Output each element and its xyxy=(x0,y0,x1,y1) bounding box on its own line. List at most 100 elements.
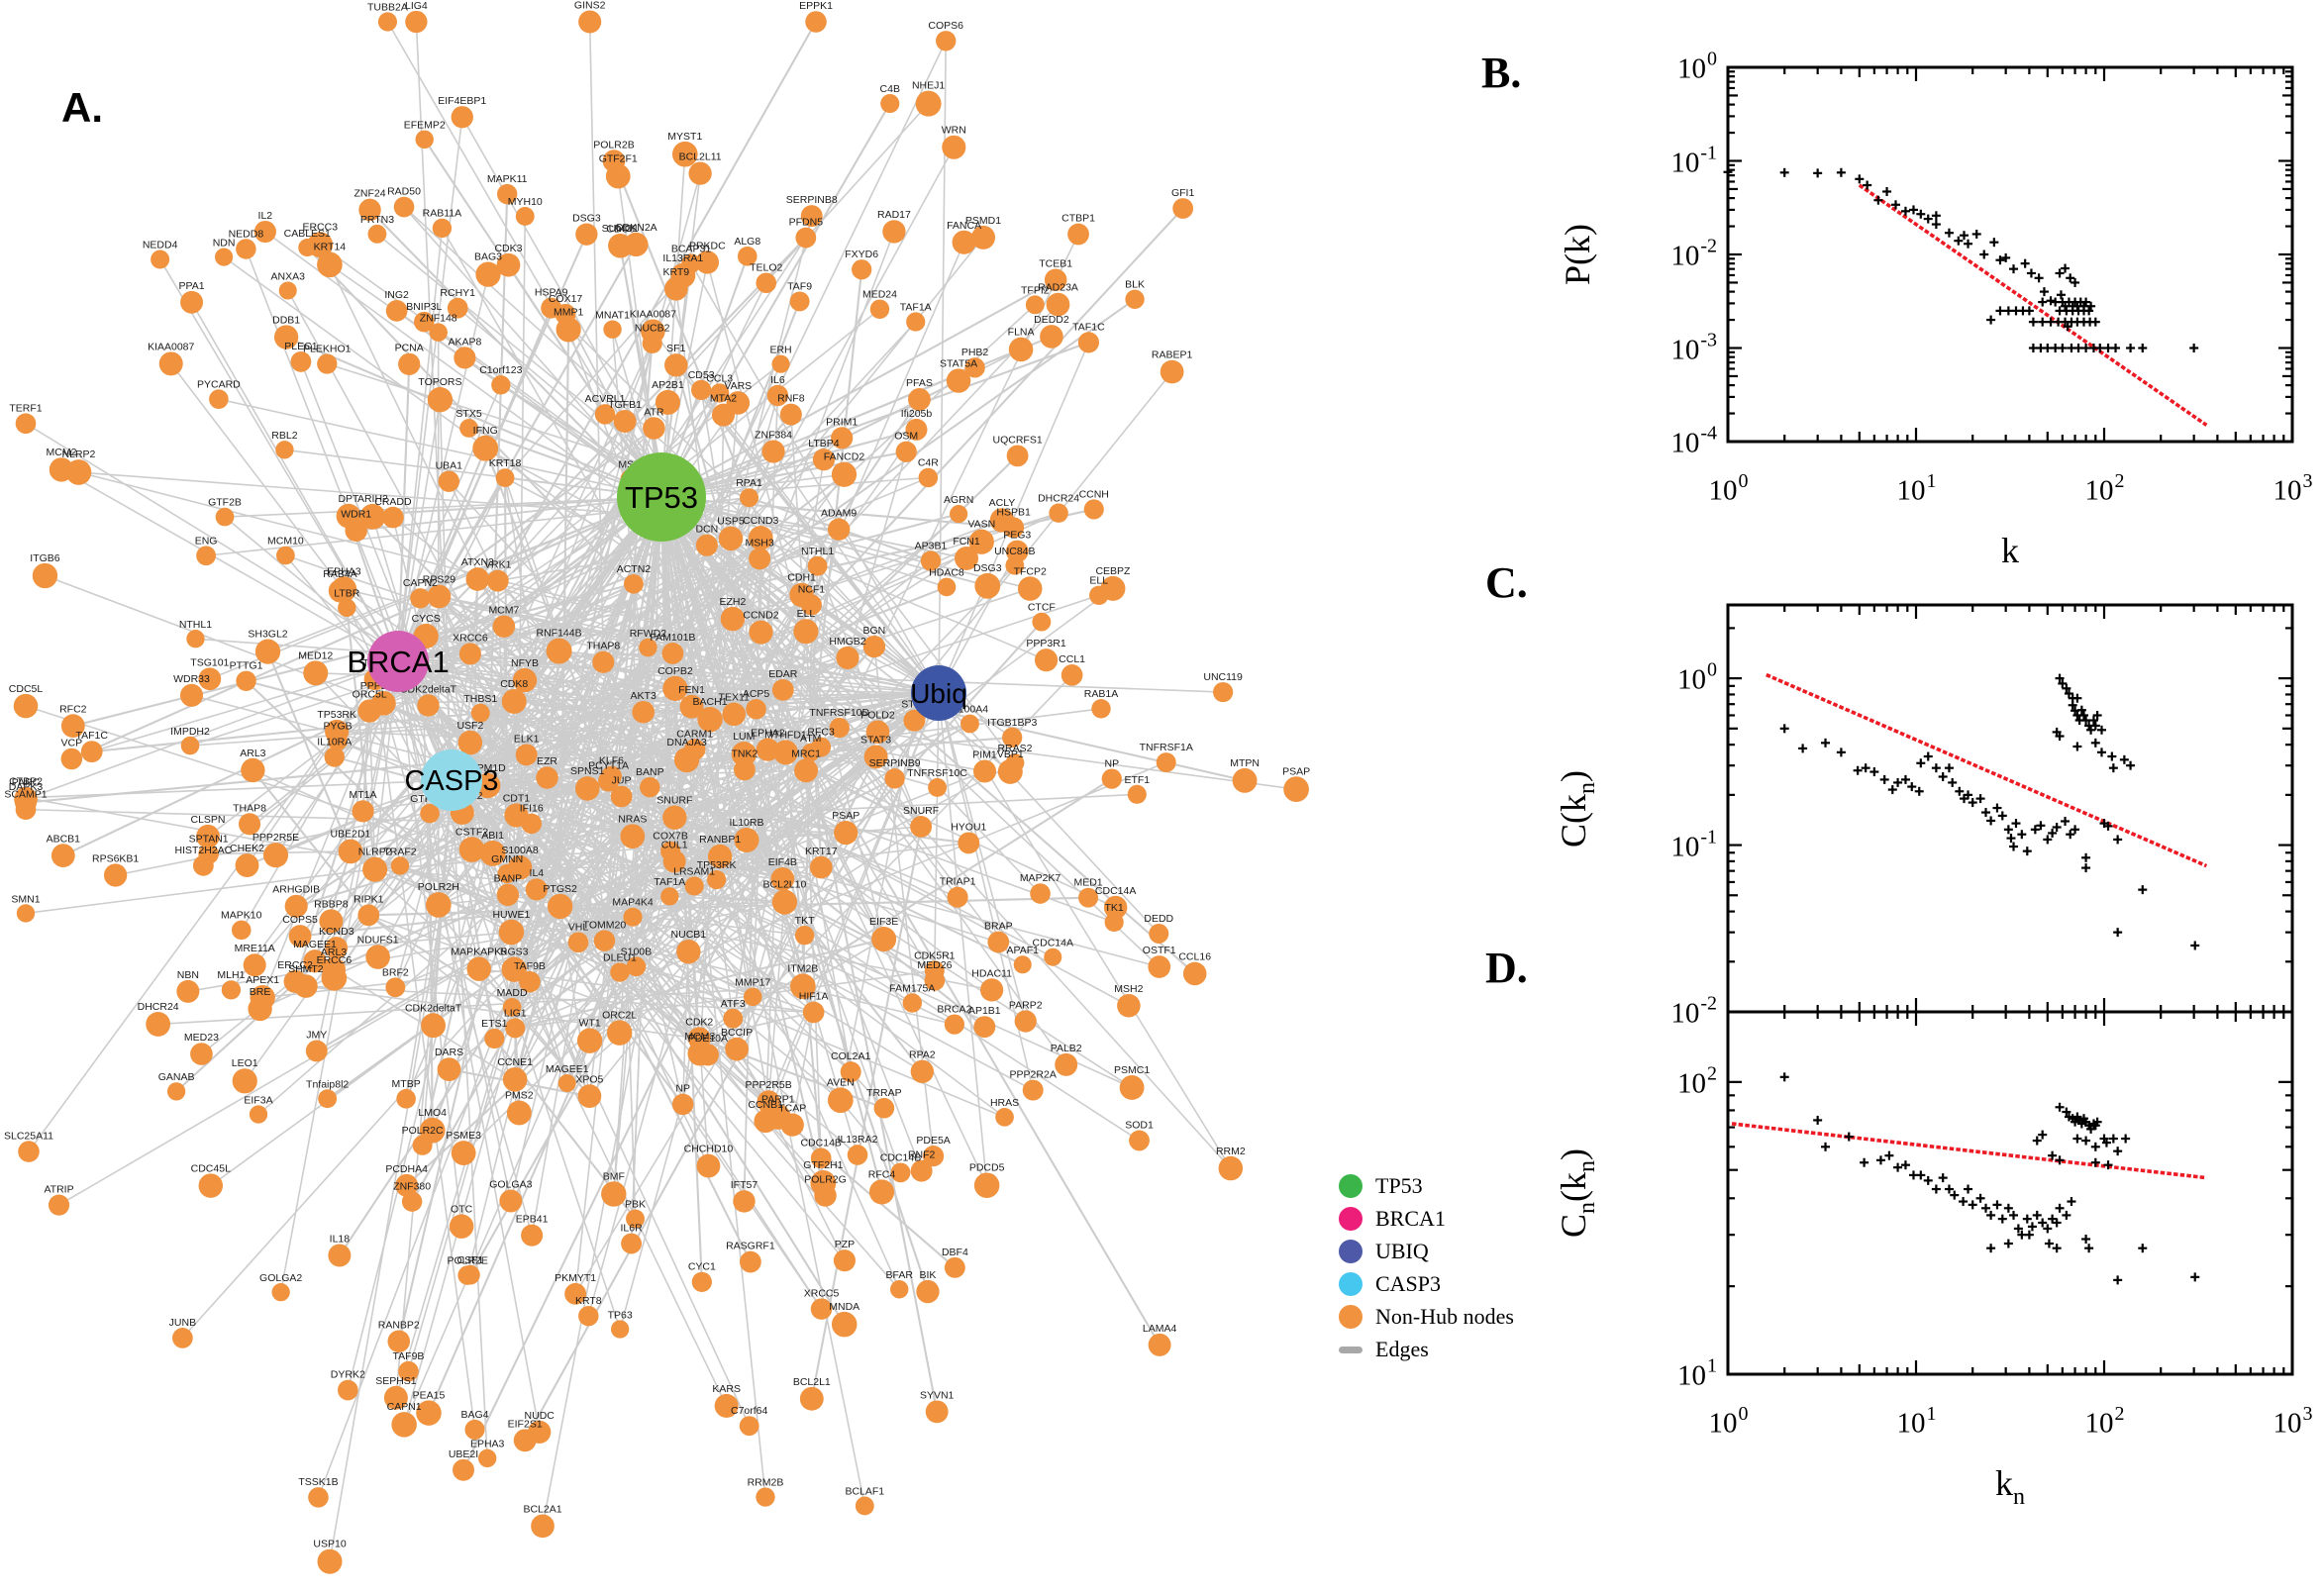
gene-node[interactable] xyxy=(687,1041,713,1066)
gene-node[interactable] xyxy=(1002,727,1023,748)
gene-node[interactable] xyxy=(492,615,516,639)
gene-node[interactable] xyxy=(502,1066,528,1092)
gene-node[interactable] xyxy=(973,1172,1000,1198)
gene-node[interactable] xyxy=(725,1037,749,1061)
gene-node[interactable] xyxy=(48,1194,70,1216)
gene-node[interactable] xyxy=(920,550,942,571)
gene-node[interactable] xyxy=(947,886,968,908)
gene-node[interactable] xyxy=(626,956,647,977)
gene-node[interactable] xyxy=(906,312,926,332)
gene-node[interactable] xyxy=(873,1097,895,1119)
gene-node[interactable] xyxy=(1077,332,1100,353)
gene-node[interactable] xyxy=(262,843,289,868)
gene-node[interactable] xyxy=(521,1224,544,1247)
gene-node[interactable] xyxy=(673,747,700,773)
gene-node[interactable] xyxy=(429,323,448,342)
gene-node[interactable] xyxy=(958,832,980,854)
gene-node[interactable] xyxy=(1160,359,1184,384)
gene-node[interactable] xyxy=(1103,895,1128,920)
gene-node[interactable] xyxy=(250,984,275,1011)
gene-node[interactable] xyxy=(556,317,581,343)
gene-node[interactable] xyxy=(890,1280,909,1299)
gene-node[interactable] xyxy=(352,800,374,823)
gene-node[interactable] xyxy=(676,939,701,964)
gene-node[interactable] xyxy=(318,1089,338,1109)
gene-node[interactable] xyxy=(733,1190,756,1213)
gene-node[interactable] xyxy=(955,546,979,570)
gene-node[interactable] xyxy=(794,758,819,783)
gene-node[interactable] xyxy=(331,576,357,602)
gene-node[interactable] xyxy=(454,347,476,369)
gene-node[interactable] xyxy=(960,714,979,734)
gene-node[interactable] xyxy=(410,588,431,609)
gene-node[interactable] xyxy=(662,805,687,830)
gene-node[interactable] xyxy=(809,855,833,879)
gene-node[interactable] xyxy=(605,163,631,189)
gene-node[interactable] xyxy=(862,635,886,658)
gene-node[interactable] xyxy=(890,1162,911,1183)
gene-node[interactable] xyxy=(16,904,36,923)
gene-node[interactable] xyxy=(643,417,665,440)
gene-node[interactable] xyxy=(749,620,773,645)
gene-node[interactable] xyxy=(971,225,996,249)
gene-node[interactable] xyxy=(50,844,75,868)
gene-node[interactable] xyxy=(1067,223,1089,246)
gene-node[interactable] xyxy=(936,31,957,51)
gene-node[interactable] xyxy=(574,776,600,801)
gene-node[interactable] xyxy=(172,1328,193,1348)
gene-node[interactable] xyxy=(390,856,410,875)
gene-node[interactable] xyxy=(707,869,727,890)
gene-node[interactable] xyxy=(632,700,655,724)
gene-node[interactable] xyxy=(385,300,408,322)
gene-node[interactable] xyxy=(497,863,517,884)
gene-node[interactable] xyxy=(915,90,942,117)
gene-node[interactable] xyxy=(831,1311,858,1338)
gene-node[interactable] xyxy=(895,441,917,462)
gene-node[interactable] xyxy=(328,731,348,751)
gene-node[interactable] xyxy=(718,526,744,551)
gene-node[interactable] xyxy=(283,969,307,993)
gene-node[interactable] xyxy=(827,518,851,541)
gene-node[interactable] xyxy=(734,758,756,781)
gene-node[interactable] xyxy=(166,1082,186,1101)
gene-node[interactable] xyxy=(336,503,361,529)
gene-node[interactable] xyxy=(731,741,757,767)
gene-node[interactable] xyxy=(209,389,229,409)
gene-node[interactable] xyxy=(739,1416,759,1437)
gene-node[interactable] xyxy=(475,261,501,287)
gene-node[interactable] xyxy=(284,894,308,918)
gene-node[interactable] xyxy=(241,757,265,783)
gene-node[interactable] xyxy=(795,227,817,249)
gene-node[interactable] xyxy=(317,353,338,374)
gene-node[interactable] xyxy=(491,375,511,395)
gene-node[interactable] xyxy=(196,546,217,566)
gene-node[interactable] xyxy=(497,183,518,205)
gene-node[interactable] xyxy=(338,1379,358,1401)
gene-node[interactable] xyxy=(722,702,747,727)
gene-node[interactable] xyxy=(322,957,346,981)
gene-node[interactable] xyxy=(814,1184,837,1207)
gene-node[interactable] xyxy=(664,353,688,377)
gene-node[interactable] xyxy=(695,534,718,556)
gene-node[interactable] xyxy=(871,927,897,952)
gene-node[interactable] xyxy=(765,1104,791,1130)
gene-node[interactable] xyxy=(513,1429,537,1452)
gene-node[interactable] xyxy=(1232,767,1258,793)
gene-node[interactable] xyxy=(1055,1052,1078,1076)
gene-node[interactable] xyxy=(1040,325,1063,349)
gene-node[interactable] xyxy=(771,679,794,701)
gene-node[interactable] xyxy=(396,1089,416,1109)
gene-node[interactable] xyxy=(1083,499,1104,520)
gene-node[interactable] xyxy=(496,252,521,277)
gene-node[interactable] xyxy=(303,949,327,973)
gene-node[interactable] xyxy=(504,803,529,828)
gene-node[interactable] xyxy=(613,410,637,434)
gene-node[interactable] xyxy=(416,1400,442,1426)
gene-node[interactable] xyxy=(232,920,252,941)
gene-node[interactable] xyxy=(679,694,704,719)
gene-node[interactable] xyxy=(621,1233,643,1254)
gene-node[interactable] xyxy=(880,94,900,114)
gene-node[interactable] xyxy=(198,667,222,691)
gene-node[interactable] xyxy=(734,827,759,853)
gene-node[interactable] xyxy=(756,1487,775,1507)
